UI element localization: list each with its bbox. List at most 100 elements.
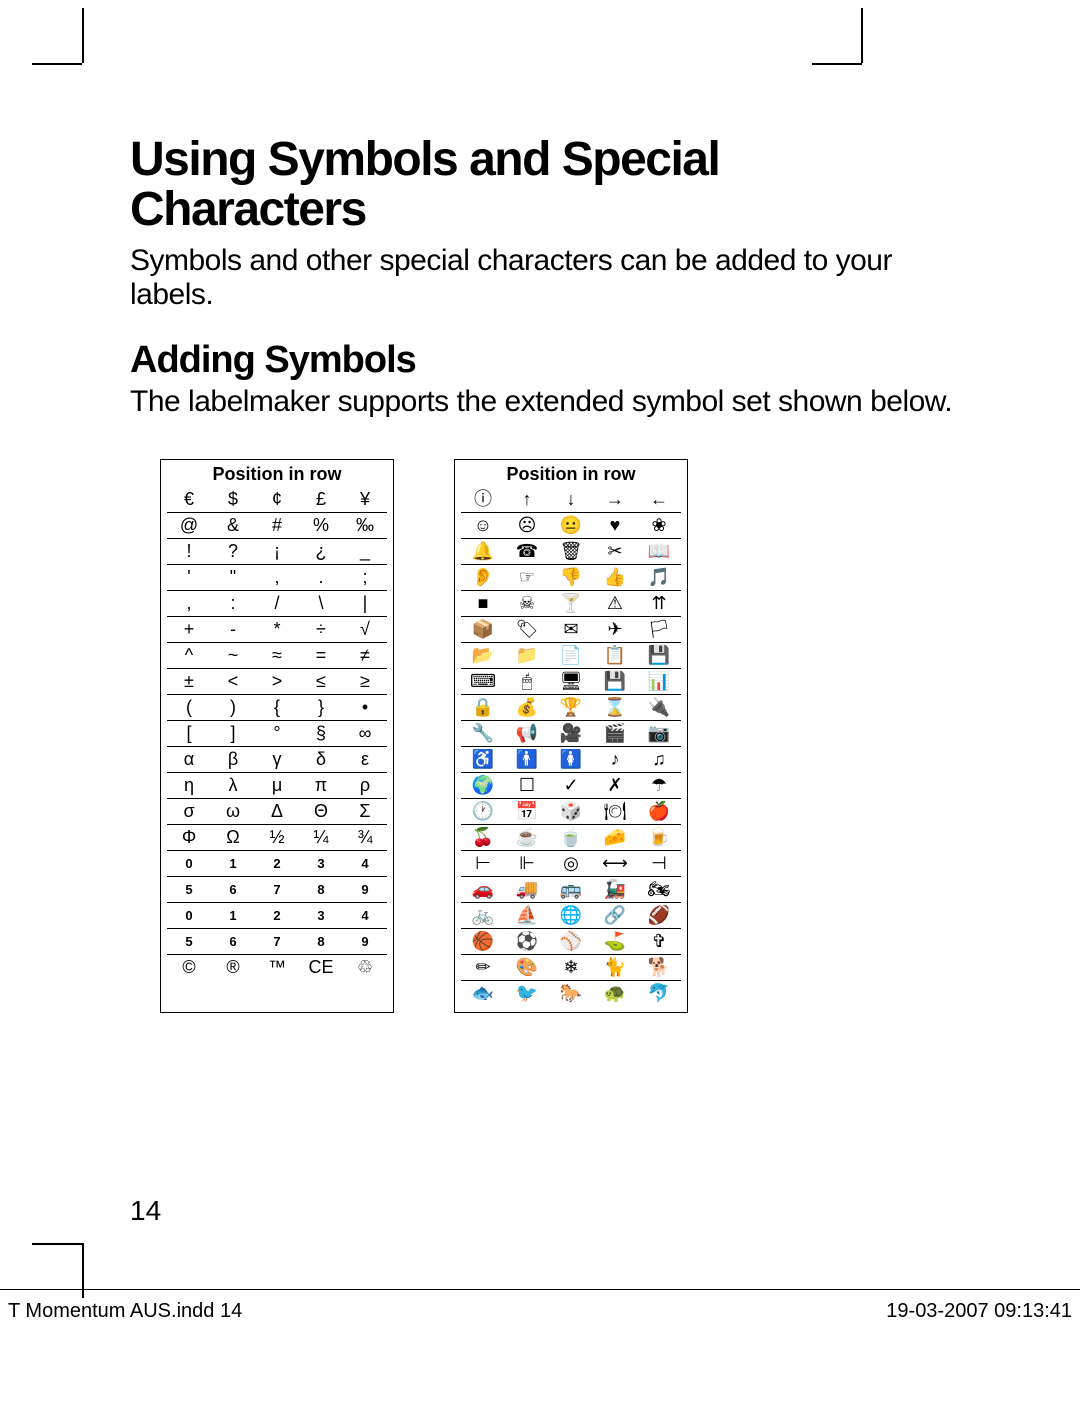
symbol-cell: 2 [255, 903, 299, 928]
symbol-cell: 💾 [593, 669, 637, 694]
symbol-cell: ☞ [505, 565, 549, 590]
symbol-cell: 🍺 [637, 825, 681, 850]
symbol-cell: 💾 [637, 643, 681, 668]
symbol-cell: ¡ [255, 539, 299, 564]
table-row: 🕐📅🎲🍽🍎 [461, 799, 681, 825]
symbol-cell: { [255, 695, 299, 720]
symbol-cell: ⛵ [505, 903, 549, 928]
symbol-cell: ↓ [549, 487, 593, 512]
footer-divider [0, 1289, 1080, 1290]
symbol-cell: ⊣ [637, 851, 681, 876]
table-row: 📂📁📄📋💾 [461, 643, 681, 669]
symbol-cell: • [343, 695, 387, 720]
symbol-cell: & [211, 513, 255, 538]
symbol-cell: \ [299, 591, 343, 616]
table-row: 👂☞👎👍🎵 [461, 565, 681, 591]
symbol-cell: 🍸 [549, 591, 593, 616]
symbol-cell: 🏳 [637, 617, 681, 642]
symbol-cell: 📅 [505, 799, 549, 824]
symbol-cell: ^ [167, 643, 211, 668]
symbol-cell: √ [343, 617, 387, 642]
symbol-cell: γ [255, 747, 299, 772]
table-row: 56789 [167, 877, 387, 903]
symbol-cell: 🔗 [593, 903, 637, 928]
symbol-cell: ⊩ [505, 851, 549, 876]
symbol-cell: CE [299, 955, 343, 980]
table-row: 🏀⚽⚾⛳✞ [461, 929, 681, 955]
table-row: ✏🎨❄🐈🐕 [461, 955, 681, 981]
symbol-cell: ☺ [461, 513, 505, 538]
symbol-cell: ◎ [549, 851, 593, 876]
symbol-cell: | [343, 591, 387, 616]
symbol-cell: ≥ [343, 669, 387, 694]
table-row: 56789 [167, 929, 387, 955]
symbol-cell: 🏷 [505, 617, 549, 642]
symbol-cell: ¿ [299, 539, 343, 564]
symbol-cell: 👂 [461, 565, 505, 590]
symbol-cell: 📋 [593, 643, 637, 668]
table-row: 🚲⛵🌐🔗🏈 [461, 903, 681, 929]
symbol-cell: ∞ [343, 721, 387, 746]
symbol-cell: ‰ [343, 513, 387, 538]
symbol-cell: 🚲 [461, 903, 505, 928]
symbol-cell: ⌛ [593, 695, 637, 720]
symbol-cell: € [167, 487, 211, 512]
symbol-cell: ½ [255, 825, 299, 850]
symbol-cell: ☎ [505, 539, 549, 564]
table-row: ■☠🍸⚠⇈ [461, 591, 681, 617]
table-row: ±<>≤≥ [167, 669, 387, 695]
symbol-cell: ⊢ [461, 851, 505, 876]
symbol-cell: Δ [255, 799, 299, 824]
symbol-cell: α [167, 747, 211, 772]
symbol-cell: 8 [299, 877, 343, 902]
symbol-cell: 3 [299, 851, 343, 876]
symbol-cell: 🐢 [593, 981, 637, 1006]
symbol-cell: / [255, 591, 299, 616]
symbol-cell: ( [167, 695, 211, 720]
symbol-cell: ⌨ [461, 669, 505, 694]
symbol-cell: 🌍 [461, 773, 505, 798]
symbol-cell: ¾ [343, 825, 387, 850]
symbol-cell: ! [167, 539, 211, 564]
symbol-cell: ¢ [255, 487, 299, 512]
table-row: 🔔☎🗑✂📖 [461, 539, 681, 565]
symbol-cell: $ [211, 487, 255, 512]
symbol-cell: λ [211, 773, 255, 798]
symbol-cell: 🚗 [461, 877, 505, 902]
symbol-cell: 7 [255, 877, 299, 902]
symbol-cell: ⚽ [505, 929, 549, 954]
symbol-cell: 🏈 [637, 903, 681, 928]
footer-timestamp: 19-03-2007 09:13:41 [886, 1300, 1072, 1323]
symbol-cell: 🐈 [593, 955, 637, 980]
symbol-cell: 📂 [461, 643, 505, 668]
symbol-cell: 📦 [461, 617, 505, 642]
table-row: +-*÷√ [167, 617, 387, 643]
symbol-cell: , [167, 591, 211, 616]
table-row: ,:/\| [167, 591, 387, 617]
symbol-cell: 👍 [593, 565, 637, 590]
symbol-cell: 😐 [549, 513, 593, 538]
symbol-cell: ÷ [299, 617, 343, 642]
symbol-cell: ? [211, 539, 255, 564]
symbol-cell: ° [255, 721, 299, 746]
symbol-cell: 7 [255, 929, 299, 954]
symbol-cell: ← [637, 487, 681, 512]
table-row: !?¡¿_ [167, 539, 387, 565]
table-row: 🚗🚚🚌🚂🏍 [461, 877, 681, 903]
symbol-cell: ρ [343, 773, 387, 798]
intro-text: Symbols and other special characters can… [130, 244, 960, 313]
symbol-cell: 9 [343, 877, 387, 902]
symbol-cell: 🍽 [593, 799, 637, 824]
symbol-cell: 👎 [549, 565, 593, 590]
table-row: 01234 [167, 903, 387, 929]
symbol-cell: ☂ [637, 773, 681, 798]
table-header: Position in row [167, 464, 387, 487]
symbol-cell: ≈ [255, 643, 299, 668]
table-row: ©®™CE♲ [167, 955, 387, 980]
symbol-cell: ; [343, 565, 387, 590]
page-content: Using Symbols and Special Characters Sym… [130, 135, 960, 1013]
table-row: 🍒☕🍵🧀🍺 [461, 825, 681, 851]
symbol-cell: > [255, 669, 299, 694]
symbol-cell: μ [255, 773, 299, 798]
symbol-cell: Φ [167, 825, 211, 850]
